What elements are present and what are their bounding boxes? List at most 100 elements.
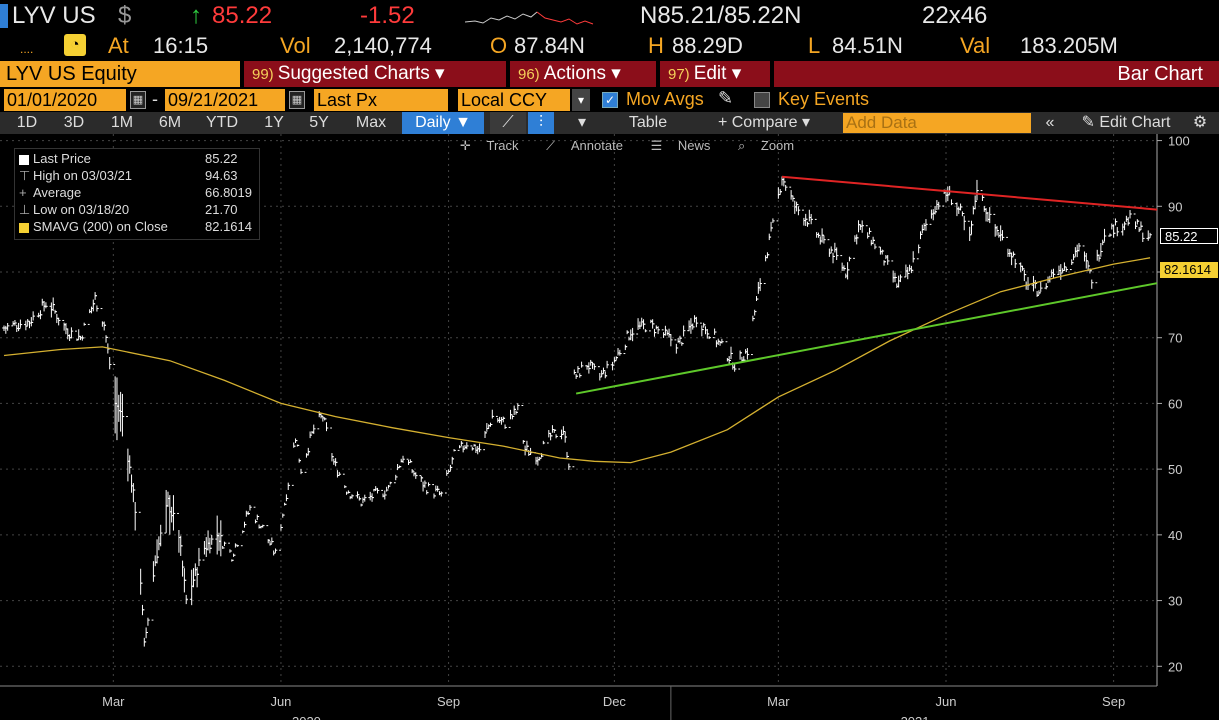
actions-menu[interactable]: 96) Actions ▾ xyxy=(510,61,656,87)
period-5y-button[interactable]: 5Y xyxy=(309,114,329,131)
high-marker-icon: ⊤ xyxy=(19,168,31,183)
chart-legend[interactable]: Last Price 85.22 ⊤ High on 03/03/21 94.63… xyxy=(14,148,260,240)
price-bar xyxy=(590,361,595,369)
pencil-icon: ✎ xyxy=(1081,114,1100,131)
y-tick-label: 50 xyxy=(1168,462,1182,477)
price-bar xyxy=(783,181,788,191)
price-bar xyxy=(242,521,247,533)
currency-selector[interactable]: Local CCY xyxy=(458,89,570,111)
price-bar xyxy=(44,302,48,309)
chevron-down-icon[interactable]: ▾ xyxy=(577,114,587,131)
price-bar xyxy=(924,219,928,231)
price-bar xyxy=(780,176,784,193)
edit-chart-label: Edit Chart xyxy=(1099,114,1171,131)
price-bar xyxy=(18,319,23,330)
price-bar xyxy=(24,320,28,331)
gear-icon[interactable]: ⚙ xyxy=(1192,114,1208,131)
price-bar xyxy=(220,535,225,549)
price-chart[interactable]: 2030405060708090100 MarJunSepDecMarJunSe… xyxy=(0,134,1219,720)
price-bar xyxy=(707,333,711,340)
ticker-marker xyxy=(0,4,8,28)
price-bar xyxy=(423,480,427,488)
frequency-dropdown[interactable]: Daily ▼ xyxy=(402,112,484,134)
low-marker-icon: ⊥ xyxy=(19,202,31,217)
price-bar xyxy=(678,335,682,344)
collapse-icon[interactable]: « xyxy=(1045,114,1055,131)
price-bar xyxy=(31,311,35,323)
bar-chart-icon[interactable]: ⫶ xyxy=(528,112,554,134)
price-bar xyxy=(115,377,119,441)
add-data-input[interactable]: Add Data xyxy=(843,113,1031,133)
price-bar xyxy=(652,323,657,337)
period-max-button[interactable]: Max xyxy=(355,114,387,131)
calendar-icon[interactable]: ▦ xyxy=(289,91,305,109)
line-chart-icon[interactable]: ⟋ xyxy=(490,112,526,134)
price-bar xyxy=(133,489,137,531)
field-selector[interactable]: Last Px xyxy=(314,89,448,111)
compare-dropdown[interactable]: + Compare ▾ xyxy=(717,114,811,131)
price-bar xyxy=(986,211,990,222)
price-bar xyxy=(878,246,883,255)
security-field[interactable]: LYV US Equity xyxy=(0,61,240,87)
price-bar xyxy=(822,234,826,244)
price-bar xyxy=(681,325,686,345)
x-tick-label: Jun xyxy=(270,694,291,709)
price-bar xyxy=(516,403,520,413)
pencil-icon[interactable]: ✎ xyxy=(718,88,734,108)
price-bar xyxy=(1099,242,1103,259)
period-1d-button[interactable]: 1D xyxy=(16,114,38,131)
price-bar xyxy=(567,455,571,470)
x-tick-label: Sep xyxy=(437,694,460,709)
period-ytd-button[interactable]: YTD xyxy=(206,114,238,131)
track-tool[interactable]: ✛ Track xyxy=(460,138,531,153)
price-bar xyxy=(548,432,553,441)
end-date-field[interactable]: 09/21/2021 xyxy=(165,89,285,111)
price-bar xyxy=(293,438,298,447)
start-date-field[interactable]: 01/01/2020 xyxy=(4,89,126,111)
edit-chart-button[interactable]: ✎ Edit Chart xyxy=(1068,112,1184,134)
price-bar xyxy=(1148,232,1152,239)
key-events-checkbox[interactable] xyxy=(754,92,770,108)
x-tick-label: Mar xyxy=(102,694,125,709)
table-button[interactable]: Table xyxy=(628,114,668,131)
period-6m-button[interactable]: 6M xyxy=(158,114,182,131)
edit-menu[interactable]: 97) Edit ▾ xyxy=(660,61,770,87)
annotate-tool[interactable]: ⟋ Annotate xyxy=(546,138,635,153)
period-3d-button[interactable]: 3D xyxy=(63,114,85,131)
price-bar xyxy=(802,209,806,226)
price-bar xyxy=(375,487,380,494)
price-bar xyxy=(1122,221,1127,231)
gauge-icon[interactable]: ◔ xyxy=(64,34,86,56)
support-trendline[interactable] xyxy=(575,282,1158,395)
resistance-trendline[interactable] xyxy=(781,175,1158,211)
price-bar xyxy=(643,323,648,333)
mov-avgs-checkbox[interactable]: ✓ xyxy=(602,92,618,108)
chevron-down-icon[interactable]: ▾ xyxy=(572,89,590,111)
price-bar xyxy=(171,495,176,531)
price-bar xyxy=(1069,259,1074,271)
price-bar xyxy=(16,322,21,332)
price-bar xyxy=(546,430,551,444)
price-bar xyxy=(169,506,174,523)
x-year-label: 2020 xyxy=(292,714,321,720)
low-value: 84.51N xyxy=(832,33,903,58)
mov-avgs-label: Mov Avgs xyxy=(626,89,704,109)
price-bar xyxy=(168,495,172,535)
period-1y-button[interactable]: 1Y xyxy=(264,114,284,131)
zoom-tool[interactable]: ⌕ Zoom xyxy=(738,138,806,153)
calendar-icon[interactable]: ▦ xyxy=(130,91,146,109)
price-bar xyxy=(1044,283,1049,290)
legend-swatch xyxy=(19,222,29,233)
suggested-charts-menu[interactable]: 99) Suggested Charts ▾ xyxy=(244,61,506,87)
price-bar xyxy=(191,568,196,588)
price-bar xyxy=(388,481,393,487)
news-tool[interactable]: ☰ News xyxy=(651,138,723,153)
price-bar xyxy=(960,206,965,217)
price-bar xyxy=(807,209,812,225)
price-bar xyxy=(331,456,336,465)
period-1m-button[interactable]: 1M xyxy=(110,114,134,131)
price-bar xyxy=(497,416,502,424)
ticker-symbol[interactable]: LYV US xyxy=(12,2,96,29)
price-bar xyxy=(818,234,823,245)
price-bar xyxy=(667,328,671,338)
